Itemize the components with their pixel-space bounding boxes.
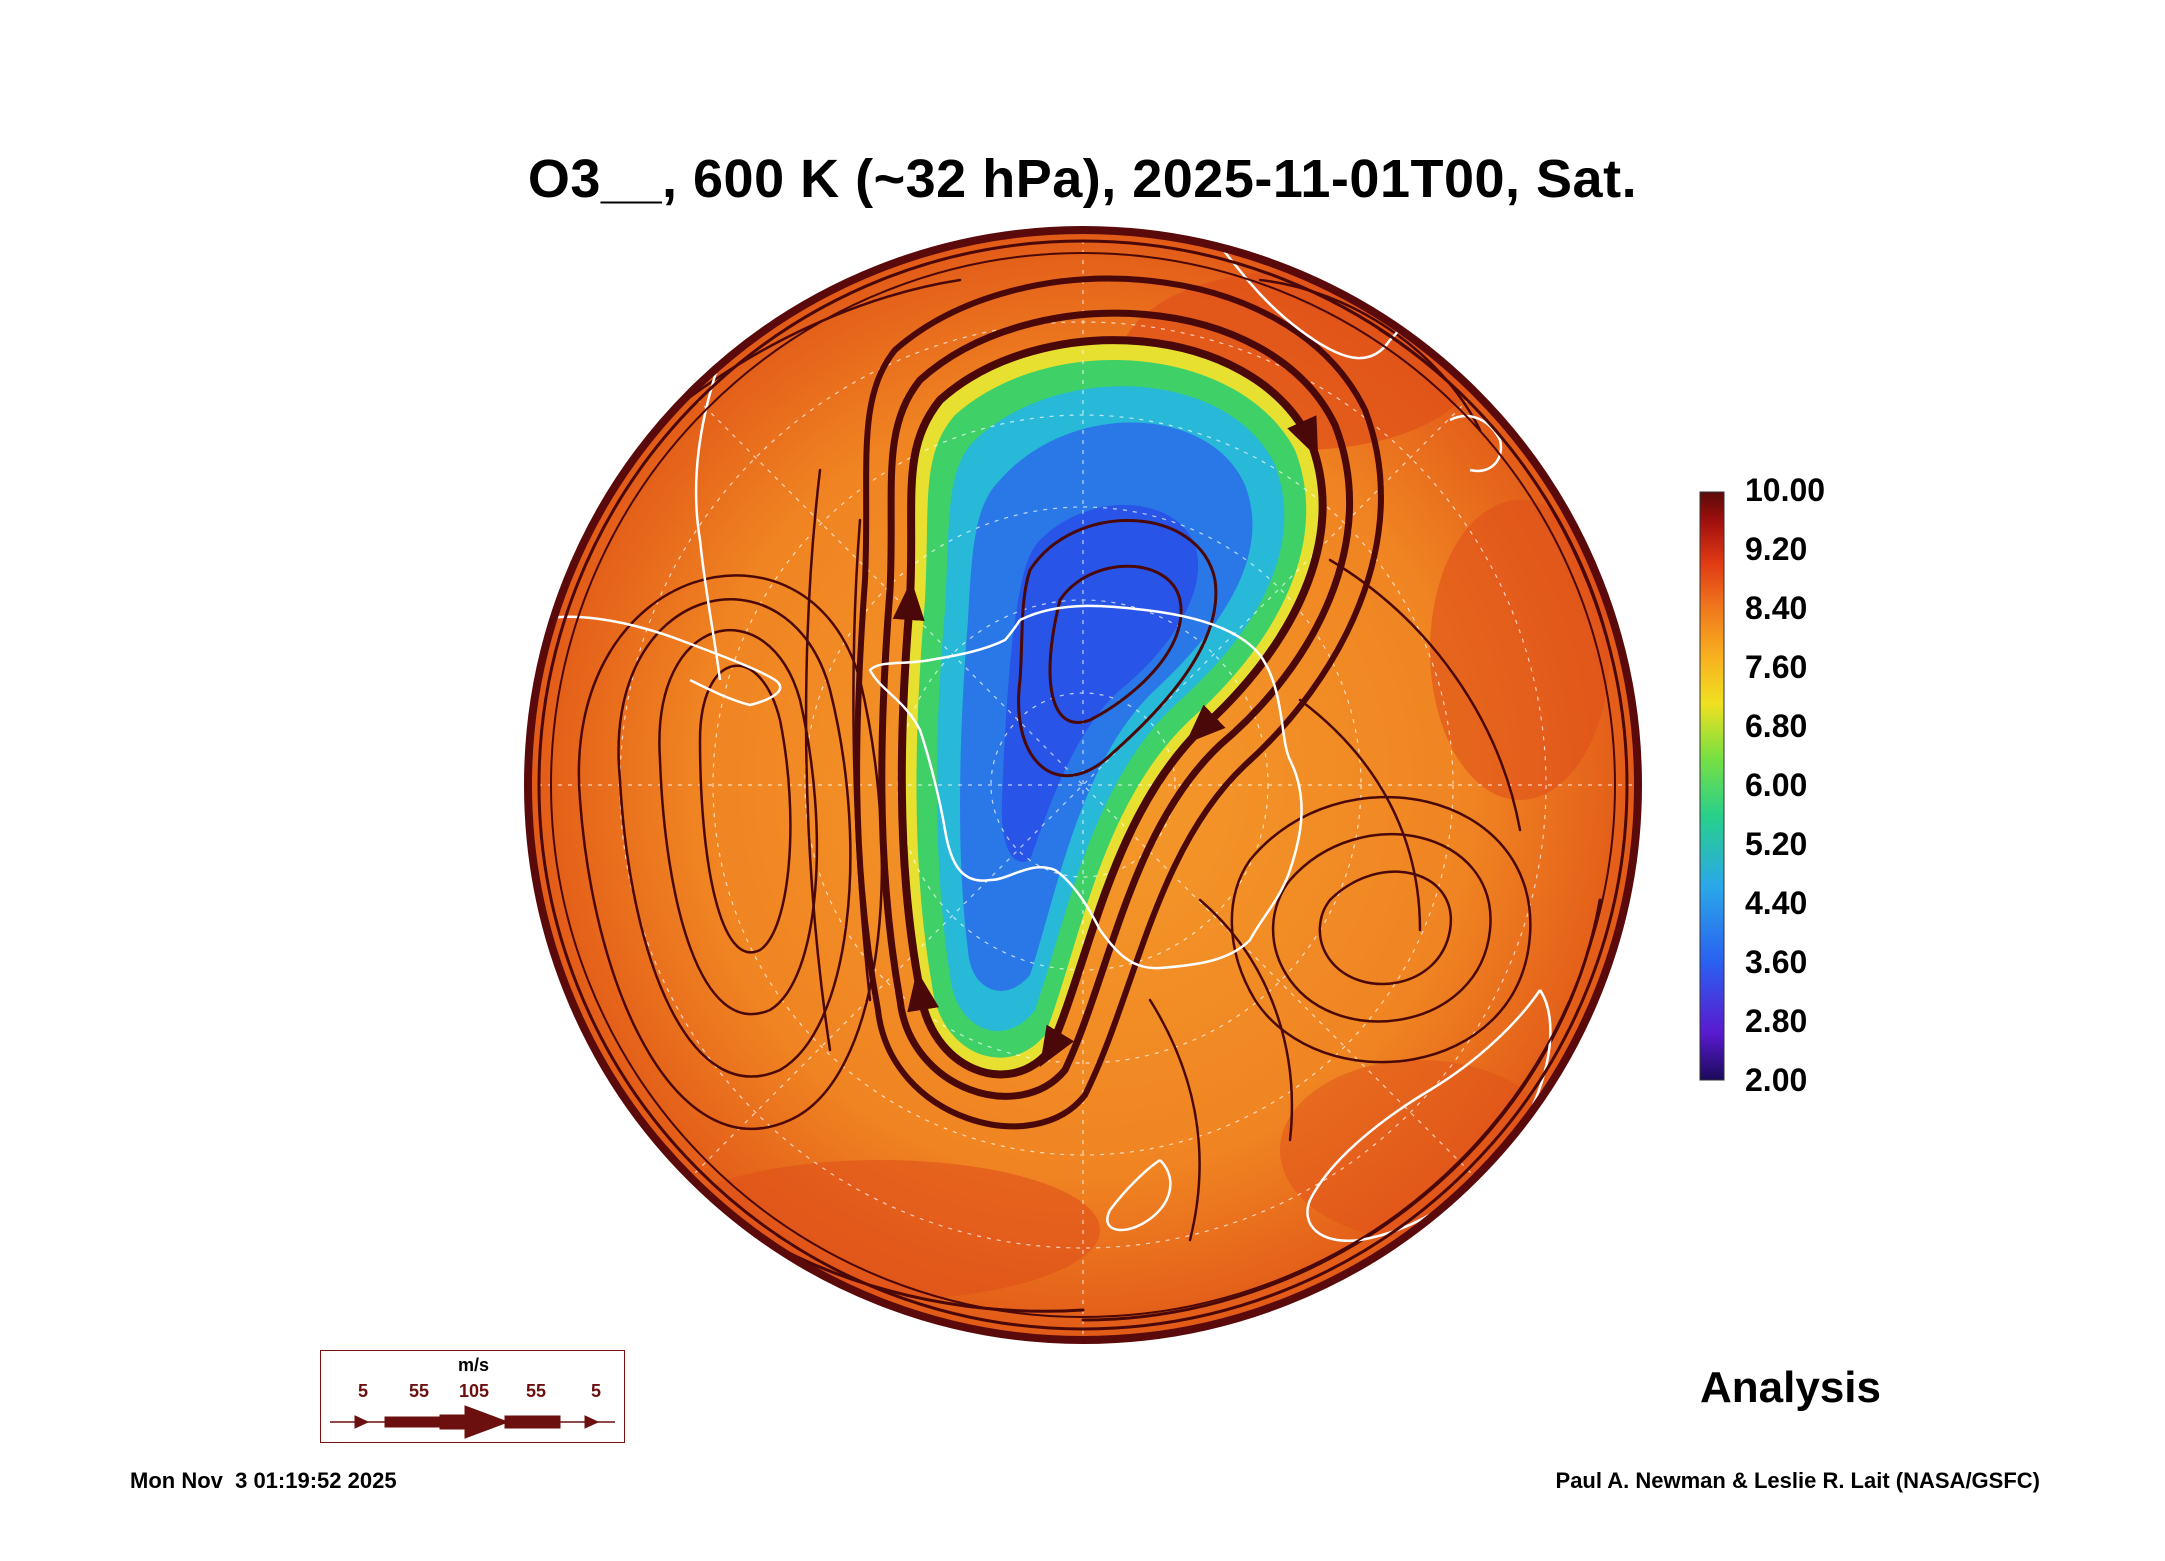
colorbar-tick: 9.20 <box>1745 531 1808 567</box>
colorbar-tick: 6.80 <box>1745 708 1808 744</box>
legend-value: 5 <box>357 1381 369 1401</box>
colorbar-tick: 4.40 <box>1745 885 1808 921</box>
wind-speed-legend-arrow <box>330 1405 615 1439</box>
colorbar-tick: 2.00 <box>1745 1062 1808 1098</box>
analysis-label: Analysis <box>1700 1363 1881 1412</box>
colorbar-tick: 5.20 <box>1745 826 1808 862</box>
colorbar-tick: 2.80 <box>1745 1003 1808 1039</box>
globe-outline <box>524 226 1642 1344</box>
legend-value: 55 <box>408 1381 430 1401</box>
colorbar-tick: 6.00 <box>1745 767 1808 803</box>
timestamp: Mon Nov 3 01:19:52 2025 <box>130 1468 397 1493</box>
legend-unit: m/s <box>457 1355 490 1375</box>
colorbar-tick: 7.60 <box>1745 649 1808 685</box>
wind-streamlines <box>577 275 1612 1322</box>
colorbar <box>1699 491 1725 1081</box>
map-title: O3__, 600 K (~32 hPa), 2025-11-01T00, Sa… <box>527 149 1638 209</box>
wind-speed-legend: m/s 5 55 105 55 5 <box>320 1350 625 1443</box>
credit: Paul A. Newman & Leslie R. Lait (NASA/GS… <box>1555 1468 2040 1493</box>
colorbar-tick: 8.40 <box>1745 590 1808 626</box>
colorbar-tick: 3.60 <box>1745 944 1808 980</box>
legend-value: 5 <box>590 1381 602 1401</box>
colorbar-tick: 10.00 <box>1745 472 1826 508</box>
legend-value: 55 <box>525 1381 547 1401</box>
legend-value: 105 <box>458 1381 490 1401</box>
